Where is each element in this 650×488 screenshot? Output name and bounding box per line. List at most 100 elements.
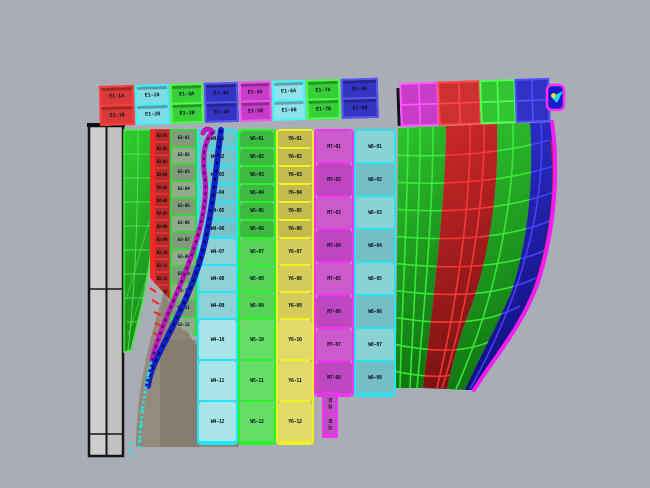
plate-cell[interactable]: E1-6A bbox=[274, 82, 303, 100]
plate-cell[interactable]: W8-05 bbox=[356, 263, 394, 296]
hull-top-plates[interactable] bbox=[396, 77, 551, 127]
plate-top-2[interactable]: E1-2A E1-2B bbox=[134, 83, 170, 125]
plate-cell[interactable]: R2-08 bbox=[151, 221, 169, 234]
plate-cell[interactable]: W5-12 bbox=[240, 402, 274, 443]
hull-surface[interactable] bbox=[392, 120, 558, 392]
plate-cell[interactable]: E1-4B bbox=[206, 100, 237, 121]
plate-cell[interactable]: W5-06 bbox=[240, 221, 274, 239]
plate-cell[interactable]: W8-08 bbox=[356, 362, 394, 395]
plate-cell[interactable]: W5-03 bbox=[240, 167, 274, 185]
plate-cell[interactable]: W5-01 bbox=[240, 131, 274, 149]
plate-cell[interactable]: G3-06 bbox=[172, 216, 195, 233]
plate-top-3[interactable]: E1-3A E1-3B bbox=[169, 82, 204, 124]
plate-cell[interactable]: G3-01 bbox=[172, 131, 195, 148]
plate-cell[interactable]: W8-01 bbox=[356, 131, 394, 164]
plate-cell[interactable]: W4-03 bbox=[199, 167, 236, 185]
plate-cell[interactable]: R2-10 bbox=[151, 247, 169, 260]
plate-top-8[interactable]: E1-8A E1-8B bbox=[340, 77, 379, 119]
plate-cell[interactable]: W5-05 bbox=[240, 203, 274, 221]
plate-cell[interactable]: Y6-05 bbox=[278, 203, 312, 221]
plate-cell[interactable]: Y6-11 bbox=[278, 361, 312, 402]
plate-cell[interactable]: W8-06 bbox=[356, 296, 394, 329]
plate-cell[interactable]: E1-8B bbox=[343, 96, 377, 117]
plate-cell[interactable]: E1-1B bbox=[101, 104, 133, 124]
plate-top-5[interactable]: E1-5A E1-5B bbox=[238, 80, 272, 122]
plate-cell[interactable]: E1-7A bbox=[308, 81, 338, 99]
plate-cell[interactable]: W4-09 bbox=[199, 293, 236, 320]
hull-strake-blue[interactable] bbox=[465, 122, 556, 390]
plate-cell[interactable]: E1-2B bbox=[137, 102, 168, 123]
plate-cell[interactable]: E1-5B bbox=[241, 99, 270, 120]
plate-cell[interactable]: Y6-10 bbox=[278, 320, 312, 361]
plate-cell[interactable]: R2-11 bbox=[151, 260, 169, 273]
plate-cell[interactable]: W4-12 bbox=[199, 402, 236, 443]
plate-cell[interactable]: M7-01 bbox=[316, 131, 352, 164]
plate-cell[interactable]: W4-04 bbox=[199, 185, 236, 203]
plate-cell[interactable]: R2-09 bbox=[151, 234, 169, 247]
plate-cell[interactable]: E1-3B bbox=[172, 101, 202, 122]
plate-cell[interactable]: W8-02 bbox=[356, 164, 394, 197]
plate-cell[interactable]: Y6-03 bbox=[278, 167, 312, 185]
plate-cell[interactable]: R2-03 bbox=[151, 156, 169, 169]
plate-cell[interactable]: E1-7B bbox=[308, 97, 339, 118]
plate-cell[interactable]: G3-03 bbox=[172, 165, 195, 182]
plate-cell[interactable]: W5-08 bbox=[240, 266, 274, 293]
hull-strake-green[interactable] bbox=[396, 126, 446, 388]
plate-cell[interactable]: G3-10 bbox=[172, 284, 195, 301]
plate-cell[interactable]: Y6-01 bbox=[278, 131, 312, 149]
plate-cell[interactable]: W5-02 bbox=[240, 149, 274, 167]
plate-top-6[interactable]: E1-6A E1-6B bbox=[271, 79, 306, 121]
plate-cell[interactable]: W4-06 bbox=[199, 221, 236, 239]
plate-cell[interactable]: R2-01 bbox=[151, 130, 169, 143]
top-plate-magenta[interactable] bbox=[399, 81, 440, 127]
plate-cell[interactable]: M7-04 bbox=[316, 230, 352, 263]
plate-cell[interactable]: W4-07 bbox=[199, 239, 236, 266]
plate-cell[interactable]: G3-05 bbox=[172, 199, 195, 216]
plate-cell[interactable]: W4-08 bbox=[199, 266, 236, 293]
plate-cell[interactable]: E1-1A bbox=[101, 87, 132, 105]
plate-cell[interactable]: W5-09 bbox=[240, 293, 274, 320]
plate-cell[interactable]: W4-02 bbox=[199, 149, 236, 167]
plate-cell[interactable]: G3-07 bbox=[172, 233, 195, 250]
plate-cell[interactable]: M7-10 bbox=[324, 415, 336, 436]
plate-cell[interactable]: W4-10 bbox=[199, 320, 236, 361]
plate-cell[interactable]: M7-09 bbox=[324, 394, 336, 415]
top-plate-green[interactable] bbox=[479, 78, 517, 125]
plate-cell[interactable]: M7-02 bbox=[316, 164, 352, 197]
plate-cell[interactable]: Y6-07 bbox=[278, 239, 312, 266]
plate-cell[interactable]: R2-05 bbox=[151, 182, 169, 195]
plate-cell[interactable]: Y6-08 bbox=[278, 266, 312, 293]
plate-cell[interactable]: M7-03 bbox=[316, 197, 352, 230]
plate-cell[interactable]: Y6-09 bbox=[278, 293, 312, 320]
plate-cell[interactable]: G3-11 bbox=[172, 301, 195, 318]
plate-cell[interactable]: E1-6B bbox=[274, 98, 304, 119]
plate-cell[interactable]: E1-2A bbox=[137, 86, 167, 104]
plate-cell[interactable]: W8-03 bbox=[356, 197, 394, 230]
plate-cell[interactable]: E1-8A bbox=[343, 80, 376, 98]
plate-cell[interactable]: R2-06 bbox=[151, 195, 169, 208]
plate-cell[interactable]: Y6-12 bbox=[278, 402, 312, 443]
stem-bars[interactable] bbox=[87, 123, 125, 458]
plate-cell[interactable]: G3-08 bbox=[172, 250, 195, 267]
plate-cell[interactable]: W5-07 bbox=[240, 239, 274, 266]
plate-cell[interactable]: R2-02 bbox=[151, 143, 169, 156]
plate-cell[interactable]: W4-01 bbox=[199, 131, 236, 149]
plate-cell[interactable]: G3-04 bbox=[172, 182, 195, 199]
plate-cell[interactable]: R2-07 bbox=[151, 208, 169, 221]
plate-cell[interactable]: M7-05 bbox=[316, 263, 352, 296]
top-plate-blue[interactable] bbox=[514, 77, 551, 123]
plate-cell[interactable]: M7-06 bbox=[316, 296, 352, 329]
plate-cell[interactable]: W4-11 bbox=[199, 361, 236, 402]
plate-cell[interactable]: Y6-02 bbox=[278, 149, 312, 167]
plate-cell[interactable]: E1-3A bbox=[172, 85, 201, 103]
plate-cell[interactable]: W5-10 bbox=[240, 320, 274, 361]
plate-cell[interactable]: M7-07 bbox=[316, 329, 352, 362]
plate-cell[interactable]: Y6-06 bbox=[278, 221, 312, 239]
plate-cell[interactable]: E1-4A bbox=[206, 84, 236, 102]
plate-cell[interactable]: W8-04 bbox=[356, 230, 394, 263]
plate-cell[interactable]: W4-05 bbox=[199, 203, 236, 221]
plate-cell[interactable]: E1-5A bbox=[241, 83, 269, 101]
top-plate-red[interactable] bbox=[437, 80, 482, 126]
plate-cell[interactable]: W8-07 bbox=[356, 329, 394, 362]
